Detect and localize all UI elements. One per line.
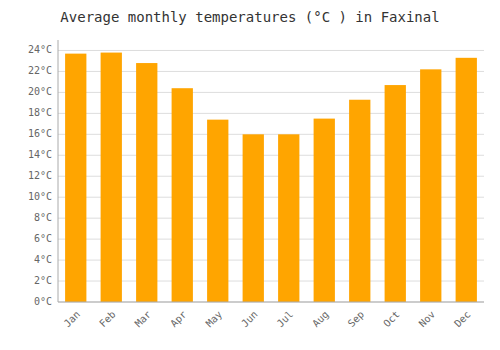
y-tick-label: 0°C (34, 296, 52, 307)
bars (65, 53, 477, 302)
y-tick-label: 14°C (28, 149, 52, 160)
y-tick-label: 18°C (28, 107, 52, 118)
x-tick-label: Jan (62, 309, 83, 330)
y-tick-label: 12°C (28, 170, 52, 181)
bar (456, 58, 477, 302)
y-tick-label: 22°C (28, 65, 52, 76)
x-tick-label: Sep (346, 309, 367, 330)
x-tick-label: Mar (133, 309, 154, 330)
y-tick-label: 2°C (34, 275, 52, 286)
x-tick-label: Feb (97, 309, 118, 330)
chart-container: Average monthly temperatures (°C ) in Fa… (0, 0, 500, 350)
bar (243, 134, 264, 302)
y-axis: 0°C 2°C 4°C 6°C 8°C 10°C 12°C 14°C 16°C 18°C 20°C 2… (28, 44, 484, 307)
bar (278, 134, 299, 302)
x-tick-label: Aug (310, 309, 331, 330)
y-tick-label: 20°C (28, 86, 52, 97)
x-tick-label: May (204, 309, 225, 330)
y-tick-label: 24°C (28, 44, 52, 55)
x-tick-label: Dec (452, 309, 473, 330)
bar (101, 53, 122, 302)
x-tick-label: Oct (381, 309, 402, 330)
bar (385, 85, 406, 302)
bar (65, 54, 86, 302)
x-tick-label: Apr (168, 309, 189, 330)
bar (172, 88, 193, 302)
x-axis-line (58, 302, 484, 303)
y-axis-line (58, 40, 59, 302)
x-tick-label: Jun (239, 309, 260, 330)
x-axis: Jan Feb Mar Apr May Jun Jul Aug Sep Oct Nov Dec (62, 309, 473, 330)
bar (136, 63, 157, 302)
chart: Average monthly temperatures (°C ) in Fa… (0, 0, 500, 350)
y-tick-label: 4°C (34, 254, 52, 265)
title: Average monthly temperatures (°C ) in Fa… (60, 9, 439, 25)
y-tick-label: 6°C (34, 233, 52, 244)
grid-line (58, 302, 484, 303)
x-tick-label: Nov (417, 309, 438, 330)
bar (349, 100, 370, 302)
y-tick-label: 16°C (28, 128, 52, 139)
y-tick-label: 8°C (34, 212, 52, 223)
grid-line (58, 50, 484, 51)
y-tick-label: 10°C (28, 191, 52, 202)
x-tick-label: Jul (275, 309, 296, 330)
bar (207, 120, 228, 302)
bar (420, 69, 441, 302)
bar (314, 119, 335, 302)
